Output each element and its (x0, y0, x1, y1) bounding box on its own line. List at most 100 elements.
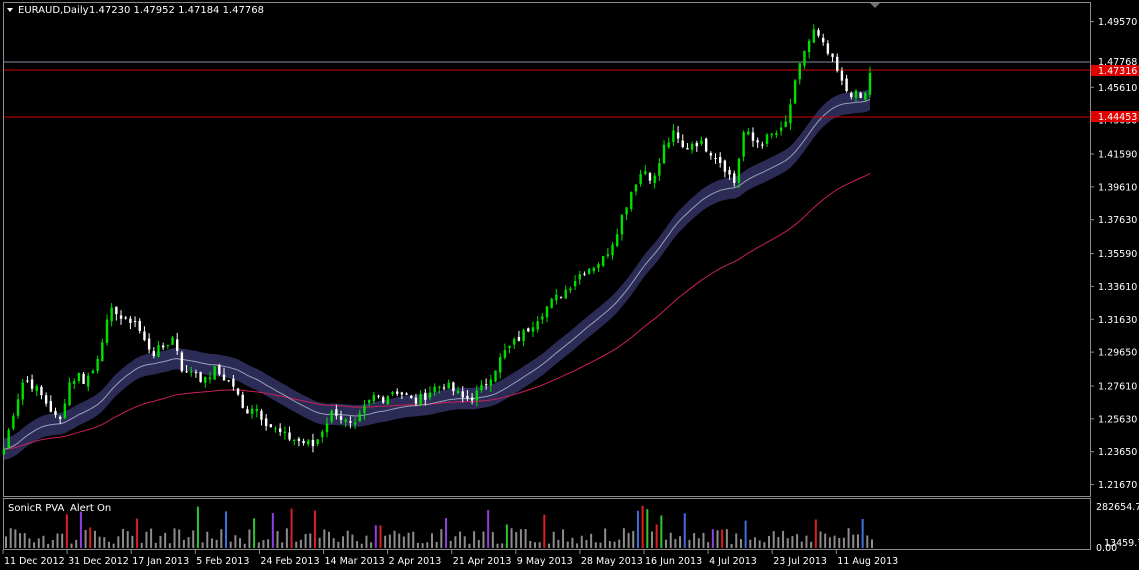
candle-body (278, 428, 282, 432)
candle-body (503, 350, 507, 358)
candle-body (325, 423, 329, 433)
candle-body (779, 127, 783, 131)
volume-bar (856, 534, 859, 548)
volume-bar (814, 519, 817, 548)
chart-shift-marker-icon[interactable] (870, 3, 880, 8)
volume-bar (805, 535, 808, 548)
candle-body (611, 244, 614, 256)
candle-body (96, 358, 99, 371)
ema-line (3, 99, 871, 450)
volume-bar (683, 513, 686, 548)
volume-bar (735, 533, 738, 548)
indicator-alert-status: Alert On (70, 503, 111, 514)
volume-bar (126, 531, 129, 548)
volume-bar (440, 529, 443, 548)
candle-body (517, 336, 521, 341)
date-label: 31 Dec 2012 (68, 556, 129, 567)
candle-body (236, 388, 240, 395)
candle-body (58, 416, 62, 419)
candle-body (35, 386, 38, 391)
volume-bar (196, 506, 199, 548)
volume-bar (281, 542, 284, 548)
resistance-price-tag: 1.47316 (1091, 65, 1139, 77)
date-label: 23 Jul 2013 (773, 556, 827, 567)
volume-bar (154, 542, 157, 548)
volume-bar (234, 535, 237, 548)
volume-bar (229, 541, 232, 548)
candle-body (12, 415, 15, 429)
candle-body (316, 439, 319, 445)
candle-body (564, 289, 567, 299)
volume-bar (70, 543, 73, 548)
candle-body (639, 174, 642, 184)
dropdown-triangle-icon[interactable] (7, 8, 13, 12)
volume-bar (571, 537, 574, 548)
candle-body (616, 234, 619, 246)
price-axis: 1.495701.456101.436301.415901.396101.376… (1090, 17, 1137, 491)
volume-bar (393, 530, 396, 548)
candle-body (358, 413, 361, 422)
candle-body (396, 391, 399, 394)
volume-bar (529, 540, 532, 548)
volume-bar (702, 532, 705, 548)
volume-bar (459, 531, 462, 548)
candle-body (541, 316, 544, 320)
volume-bar (19, 533, 22, 548)
volume-bar (421, 543, 424, 548)
volume-bar (201, 542, 204, 548)
volume-bar (636, 510, 639, 548)
volume-bar (777, 536, 780, 548)
candle-body (695, 142, 698, 147)
volume-bar (79, 511, 82, 548)
candle-body (864, 92, 867, 100)
candle-body (854, 90, 858, 98)
volume-bar (871, 539, 873, 548)
date-label: 4 Jul 2013 (709, 556, 757, 567)
volume-bar (107, 541, 110, 548)
volume-bar (632, 530, 635, 548)
candle-body (40, 386, 43, 396)
candle-body (208, 377, 212, 380)
candle-body (868, 72, 872, 95)
indicator-name: SonicR PVA (8, 503, 64, 514)
candle-body (531, 327, 535, 332)
volume-bar (557, 539, 560, 548)
candle-body (297, 438, 301, 441)
volume-bar (842, 537, 845, 548)
price-label: 1.27610 (1098, 381, 1137, 392)
volume-bar (304, 533, 307, 548)
volume-bar (33, 542, 36, 548)
candle-body (644, 171, 647, 175)
volume-bar (257, 542, 260, 548)
candle-body (124, 317, 127, 319)
candle-body (475, 390, 478, 401)
candle-body (550, 298, 553, 308)
candle-body (719, 157, 722, 163)
volume-bar (641, 505, 644, 548)
volume-bar (810, 541, 813, 548)
candle-body (583, 273, 586, 275)
candle-body (765, 134, 769, 144)
price-label: 1.29650 (1098, 348, 1137, 359)
candlesticks (2, 24, 872, 456)
candle-body (293, 439, 296, 441)
volume-bar (178, 529, 181, 548)
volume-bar (758, 540, 761, 548)
volume-bar (271, 513, 274, 548)
candle-body (119, 315, 123, 319)
candle-body (44, 395, 48, 404)
candle-body (190, 371, 193, 373)
volume-bar (496, 543, 499, 548)
volume-bar (749, 539, 752, 548)
volume-bar (576, 543, 579, 548)
volume-bar (501, 543, 504, 548)
candle-body (16, 399, 20, 416)
volume-bar (608, 541, 611, 548)
volume-bar (426, 542, 429, 548)
volume-bar (697, 538, 700, 548)
volume-bar (332, 538, 335, 548)
candle-body (555, 294, 558, 301)
volume-bar (538, 542, 541, 548)
candle-body (82, 373, 85, 385)
